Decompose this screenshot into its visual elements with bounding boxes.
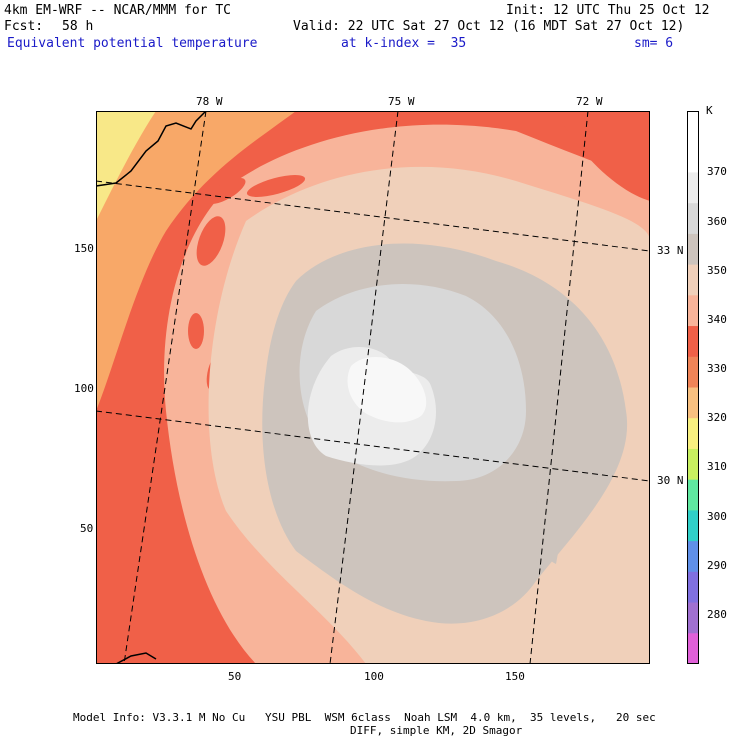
colorbar-label: 330: [707, 362, 727, 376]
colorbar-label: 350: [707, 263, 727, 277]
colorbar-cell: [687, 418, 699, 450]
model-title: 4km EM-WRF -- NCAR/MMM for TC: [4, 3, 231, 18]
lon-label-78w: 78 W: [196, 95, 223, 108]
parallel-33n: [96, 180, 650, 252]
colorbar-label: 370: [707, 165, 727, 179]
parallel-30n: [96, 410, 650, 482]
colorbar-cell: [687, 387, 699, 419]
forecast-label: Fcst:: [4, 19, 44, 34]
colorbar-cell: [687, 111, 699, 143]
model-info: Model Info: V3.3.1 M No Cu YSU PBL WSM 6…: [73, 711, 656, 724]
colorbar-cell: [687, 141, 699, 173]
colorbar-cell: [687, 602, 699, 634]
colorbar-cell: [687, 448, 699, 481]
coastline-north: [96, 111, 207, 187]
y-tick-50: 50: [80, 522, 94, 535]
map-frame: [96, 111, 650, 664]
field-330-band: [96, 111, 296, 411]
colorbar-cell: [687, 326, 699, 358]
x-tick-150: 150: [505, 670, 525, 683]
forecast-hours: 58 h: [62, 19, 94, 34]
colorbar-cell: [687, 356, 699, 388]
init-time: Init: 12 UTC Thu 25 Oct 12: [506, 3, 710, 18]
meridian-72w: [529, 111, 589, 664]
colorbar-frame: [687, 111, 699, 664]
colorbar-label: 290: [707, 558, 727, 572]
colorbar-label: 320: [707, 411, 727, 425]
colorbar-cell: [687, 479, 699, 511]
theta-e-map: [96, 111, 650, 664]
lat-label-33n: 33 N: [657, 244, 684, 257]
colorbar-cell: [687, 633, 699, 664]
colorbar-cell: [687, 233, 699, 266]
meridian-75w: [329, 111, 399, 664]
colorbar-label: 280: [707, 607, 727, 621]
smoothing: sm= 6: [634, 36, 674, 51]
coastline-south: [115, 652, 157, 664]
valid-time: Valid: 22 UTC Sat 27 Oct 12 (16 MDT Sat …: [293, 19, 685, 34]
y-tick-100: 100: [74, 382, 94, 395]
colorbar-label: 300: [707, 509, 727, 523]
k-index: at k-index = 35: [341, 36, 467, 51]
colorbar-unit: K: [706, 104, 713, 117]
x-tick-100: 100: [364, 670, 384, 683]
x-tick-50: 50: [228, 670, 242, 683]
colorbar-cell: [687, 571, 699, 604]
colorbar: [687, 111, 699, 664]
field-360-tail: [536, 411, 566, 564]
colorbar-cell: [687, 264, 699, 296]
colorbar-label: 360: [707, 214, 727, 228]
graticule: [96, 111, 650, 664]
colorbar-cell: [687, 541, 699, 573]
field-320-band: [96, 111, 156, 221]
lon-label-72w: 72 W: [576, 95, 603, 108]
colorbar-label: 340: [707, 312, 727, 326]
meridian-78w: [123, 111, 207, 664]
colorbar-cell: [687, 510, 699, 542]
field-340-ne: [556, 111, 650, 201]
colorbar-label: 310: [707, 460, 727, 474]
colorbar-cell: [687, 203, 699, 235]
lat-label-30n: 30 N: [657, 474, 684, 487]
model-info-physics: DIFF, simple KM, 2D Smagor: [350, 724, 523, 737]
field-name: Equivalent potential temperature: [7, 36, 258, 51]
colorbar-cell: [687, 172, 699, 204]
y-tick-150: 150: [74, 242, 94, 255]
colorbar-cell: [687, 295, 699, 327]
storm-core: [347, 356, 427, 423]
lon-label-75w: 75 W: [388, 95, 415, 108]
